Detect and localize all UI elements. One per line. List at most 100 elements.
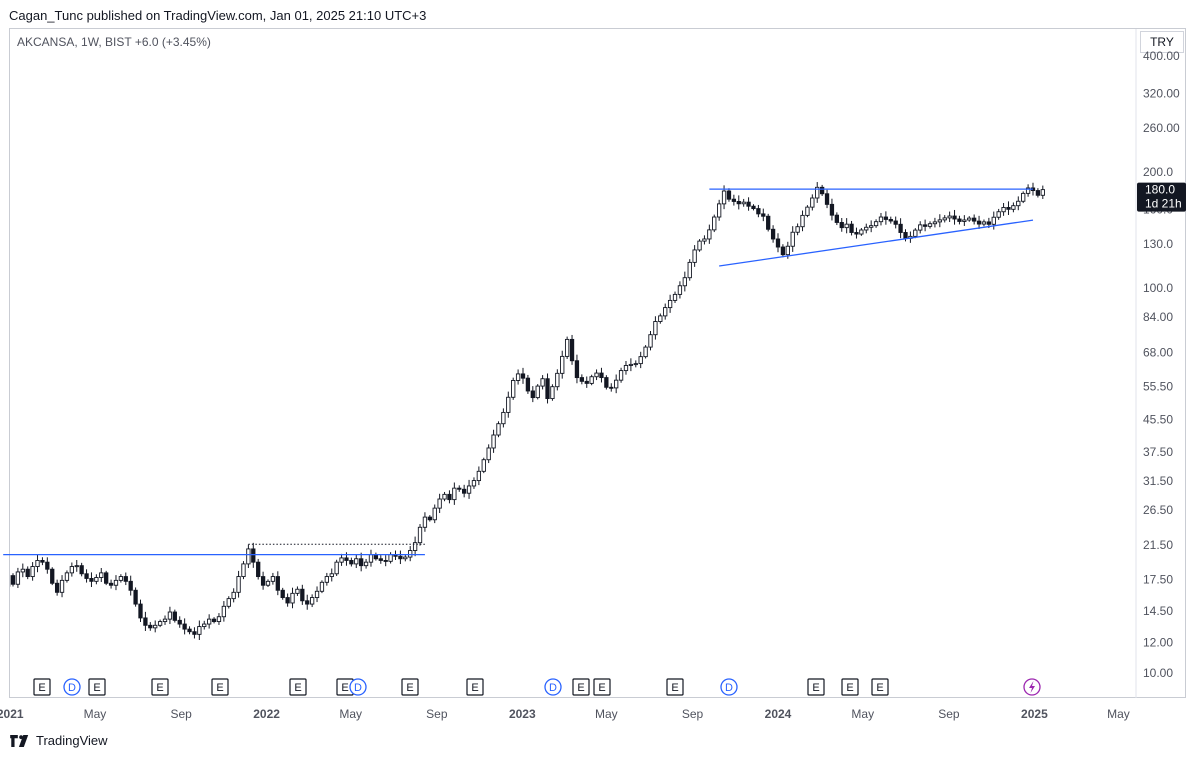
x-tick-label: Sep [682,707,704,721]
candle-body [104,572,109,584]
candle-body [869,225,874,228]
candle-body [756,208,761,215]
candle-body [417,526,423,544]
candle-body [599,372,604,379]
trendline [719,219,1034,267]
candle-body [285,597,290,604]
candle-body [270,576,276,582]
dividend-marker [544,678,562,696]
candle-body [412,542,418,551]
y-tick-label: 10.00 [1143,666,1173,680]
candle-body [118,576,124,581]
candle-body [368,554,374,563]
candle-body [197,626,202,635]
candle-body [207,618,212,625]
candle-body [491,434,496,449]
candle-body [437,498,442,509]
candle-body [981,221,987,225]
candle-body [555,372,560,388]
candle-body [177,619,182,625]
earnings-marker-label: E [216,682,223,694]
candle-body [957,218,962,222]
candle-body [226,598,231,607]
earnings-marker-label: E [341,682,348,694]
candle-body [50,568,55,584]
currency-button[interactable]: TRY [1140,31,1184,53]
earnings-marker-label: E [812,682,819,694]
candle-body [677,285,683,295]
y-tick-label: 260.00 [1143,121,1180,135]
candle-body [839,222,844,229]
dividend-marker-label: D [68,682,76,694]
candle-body [883,216,889,220]
candle-body [157,621,163,626]
candle-body [584,380,589,384]
dividend-marker-label: D [354,682,362,694]
candle-body [89,578,94,582]
candle-body [138,603,143,619]
candle-body [133,589,138,605]
candle-body [290,592,295,604]
earnings-marker-label: E [471,682,478,694]
candle-body [918,224,923,231]
candle-body [506,396,511,413]
candle-body [398,555,403,560]
candle-body [692,249,697,263]
x-tick-label: Sep [170,707,192,721]
candle-body [878,216,884,223]
candle-body [10,575,16,585]
candle-body [354,558,359,565]
candle-body [10,575,11,587]
earnings-marker-label: E [598,682,605,694]
candle-body [113,579,119,586]
candle-body [45,561,50,570]
symbol-legend: AKCANSA, 1W, BIST +6.0 (+3.45%) [17,35,211,49]
candle-body [888,218,893,222]
earnings-marker [33,678,51,696]
candle-body [344,557,349,561]
candle-body [932,221,938,225]
candle-body [79,565,84,575]
candle-body [256,561,261,578]
candle-body [540,378,545,387]
candle-body [623,365,629,372]
tradingview-brand[interactable]: TradingView [10,733,108,748]
candle-body [922,224,928,227]
candle-body [844,223,849,229]
candle-body [653,321,658,336]
candle-body [672,293,678,301]
candle-body [736,201,741,205]
candle-body [378,558,383,561]
candle-body [422,516,428,528]
candle-body [810,197,815,208]
candle-body [829,203,835,216]
y-tick-label: 84.00 [1143,310,1173,324]
dividend-marker-label: D [725,682,733,694]
candle-body [40,560,45,563]
candle-body [476,470,482,482]
published-caption: Cagan_Tunc published on TradingView.com,… [9,8,427,23]
candle-body [712,216,717,231]
price-tag-value: 180.0 [1145,183,1175,197]
y-tick-label: 100.0 [1143,281,1173,295]
candle-body [1001,206,1006,213]
candle-body [942,217,947,221]
candle-body [501,411,506,425]
candle-body [172,611,177,621]
candle-body [319,581,325,592]
candle-body [334,561,339,575]
candle-body [324,576,329,583]
candle-body [182,623,187,630]
candle-body [986,221,992,225]
y-tick-label: 400.00 [1143,49,1180,63]
candle-body [702,238,707,242]
candle-body [545,378,550,400]
candle-body [251,548,256,563]
candle-body [525,377,531,392]
candle-body [535,385,540,399]
candle-body [726,190,732,200]
y-tick-label: 14.50 [1143,604,1173,618]
candle-body [309,597,315,605]
candle-body [260,576,266,586]
